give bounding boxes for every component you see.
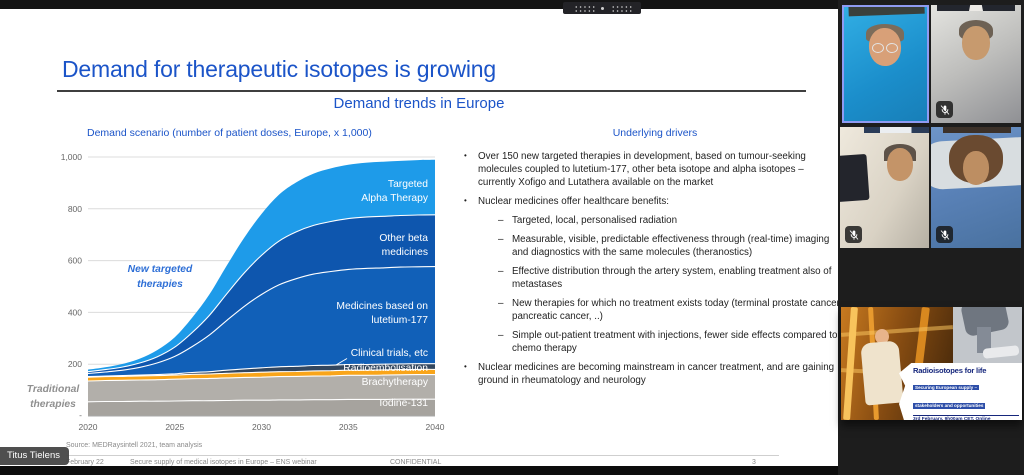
svg-text:800: 800	[68, 204, 82, 214]
svg-text:Iodine-131: Iodine-131	[379, 398, 428, 409]
driver-bullet: – New therapies for which no treatment ex…	[498, 298, 842, 323]
drivers-list: • Over 150 new targeted therapies in deve…	[462, 150, 842, 393]
source-note: Source: MEDRaysintell 2021, team analysi…	[66, 442, 203, 449]
svg-text:2030: 2030	[252, 422, 271, 432]
footer-title: Secure supply of medical isotopes in Eur…	[130, 459, 317, 466]
footer-divider	[66, 455, 779, 456]
drag-dots-icon	[609, 4, 632, 12]
video-panel: Radioisotopes for life Securing European…	[838, 0, 1024, 475]
muted-mic-icon	[936, 101, 953, 118]
event-poster[interactable]: Radioisotopes for life Securing European…	[841, 307, 1022, 420]
driver-bullet: – Simple out-patient treatment with injec…	[498, 330, 838, 355]
video-tile-participant-2[interactable]	[931, 5, 1021, 123]
poster-text-panel: Radioisotopes for life Securing European…	[899, 363, 1022, 420]
driver-bullet: – Measurable, visible, predictable effect…	[498, 234, 830, 259]
svg-text:600: 600	[68, 256, 82, 266]
drivers-header: Underlying drivers	[612, 127, 698, 139]
footer-classification: CONFIDENTIAL	[390, 459, 442, 466]
video-tile-participant-1[interactable]	[842, 5, 929, 123]
svg-text:2040: 2040	[426, 422, 445, 432]
drag-dots-icon	[572, 4, 595, 12]
svg-text:Clinical trials, etc: Clinical trials, etc	[351, 348, 428, 359]
glasses-shape	[872, 43, 898, 53]
svg-text:200: 200	[68, 359, 82, 369]
svg-text:Brachytherapy: Brachytherapy	[362, 377, 429, 388]
poster-subtitle-line2: stakeholders and opportunities	[913, 403, 986, 409]
svg-text:400: 400	[68, 307, 82, 317]
driver-bullet: – Targeted, local, personalised radiation	[498, 215, 678, 227]
svg-text:2025: 2025	[165, 422, 184, 432]
svg-text:1,000: 1,000	[61, 152, 83, 162]
svg-text:Radioembolisation: Radioembolisation	[343, 363, 428, 374]
presenter-name-tag: Titus Tielens	[0, 447, 69, 465]
footer-page-number: 3	[752, 459, 756, 466]
share-toolbar-handle[interactable]	[563, 2, 641, 14]
poster-radiotherapy-photo	[953, 307, 1022, 367]
shared-slide: Demand for therapeutic isotopes is growi…	[0, 9, 842, 466]
separator-dot-icon	[600, 6, 604, 10]
muted-mic-icon	[845, 226, 862, 243]
driver-bullet: • Nuclear medicines offer healthcare bene…	[464, 196, 669, 208]
poster-date-line: 3rd February, 9h00am CET, Online	[913, 414, 1019, 420]
monitor-shape	[840, 153, 870, 203]
title-underline	[57, 90, 806, 92]
footer-date: February 22	[66, 459, 104, 466]
chart-header: Demand scenario (number of patient doses…	[87, 127, 372, 139]
video-tile-participant-3[interactable]	[840, 127, 929, 248]
slide-title: Demand for therapeutic isotopes is growi…	[62, 56, 496, 82]
driver-bullet: – Effective distribution through the arte…	[498, 266, 832, 291]
top-bar	[0, 0, 1024, 9]
poster-subtitle-line1: Securing European supply –	[913, 385, 980, 391]
driver-bullet: • Over 150 new targeted therapies in deve…	[464, 151, 806, 189]
muted-mic-icon	[936, 226, 953, 243]
driver-bullet: • Nuclear medicines are becoming mainstre…	[464, 362, 835, 387]
svg-text:-: -	[79, 410, 82, 420]
slide-subtitle: Demand trends in Europe	[333, 95, 505, 112]
video-tile-participant-4[interactable]	[931, 127, 1021, 248]
svg-text:2020: 2020	[79, 422, 98, 432]
svg-text:2035: 2035	[339, 422, 358, 432]
poster-title: Radioisotopes for life	[913, 366, 987, 375]
demand-stacked-area-chart: 200 400 600 800 1,000 - 2020 2025 2030 2035 2040 Io…	[27, 152, 445, 432]
